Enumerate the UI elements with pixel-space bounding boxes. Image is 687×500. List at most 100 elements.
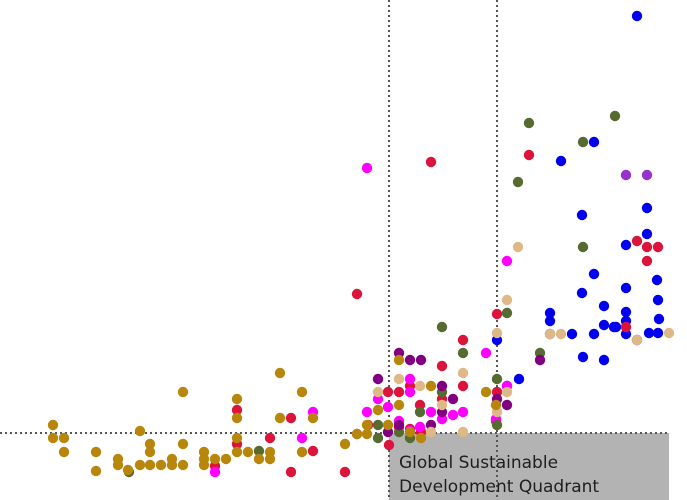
data-point — [253, 445, 265, 457]
data-point — [372, 404, 384, 416]
data-point — [155, 459, 167, 471]
data-point — [425, 406, 437, 418]
data-point — [436, 360, 448, 372]
data-point — [177, 459, 189, 471]
data-point — [641, 202, 653, 214]
data-point — [608, 321, 620, 333]
data-point — [393, 386, 405, 398]
data-point — [491, 308, 503, 320]
data-point — [609, 110, 621, 122]
data-point — [134, 459, 146, 471]
data-point — [641, 169, 653, 181]
data-point — [512, 241, 524, 253]
data-point — [177, 386, 189, 398]
data-point — [372, 373, 384, 385]
data-point — [555, 155, 567, 167]
data-point — [457, 406, 469, 418]
data-point — [307, 412, 319, 424]
data-point — [122, 464, 134, 476]
data-point — [523, 117, 535, 129]
data-point — [198, 459, 210, 471]
data-point — [253, 453, 265, 465]
data-point — [544, 328, 556, 340]
data-point — [383, 439, 395, 451]
data-point — [501, 255, 513, 267]
data-point — [566, 328, 578, 340]
data-point — [653, 313, 665, 325]
data-point — [58, 432, 70, 444]
data-point — [523, 149, 535, 161]
data-point — [351, 288, 363, 300]
data-point — [296, 432, 308, 444]
data-point — [414, 406, 426, 418]
data-point — [296, 446, 308, 458]
data-point — [404, 354, 416, 366]
data-point — [382, 401, 394, 413]
data-point — [588, 328, 600, 340]
data-point — [576, 287, 588, 299]
data-point — [404, 373, 416, 385]
quadrant-box — [389, 433, 669, 500]
data-point — [382, 386, 394, 398]
data-point — [544, 315, 556, 327]
data-point — [457, 380, 469, 392]
data-point — [577, 241, 589, 253]
data-point — [274, 412, 286, 424]
data-point — [414, 380, 426, 392]
data-point — [620, 321, 632, 333]
data-point — [231, 446, 243, 458]
data-point — [220, 453, 232, 465]
data-point — [112, 459, 124, 471]
data-point — [58, 446, 70, 458]
data-point — [577, 351, 589, 363]
data-point — [415, 354, 427, 366]
data-point — [534, 354, 546, 366]
data-point — [641, 241, 653, 253]
data-point — [425, 426, 437, 438]
data-point — [264, 432, 276, 444]
data-point — [447, 393, 459, 405]
data-point — [491, 419, 503, 431]
data-point — [501, 307, 513, 319]
data-point — [372, 432, 384, 444]
data-point — [177, 438, 189, 450]
data-point — [651, 274, 663, 286]
data-point — [339, 466, 351, 478]
data-point — [457, 334, 469, 346]
data-point — [577, 136, 589, 148]
data-point — [631, 235, 643, 247]
data-point — [555, 328, 567, 340]
data-point — [631, 10, 643, 22]
data-point — [242, 446, 254, 458]
data-point — [209, 466, 221, 478]
data-point — [285, 466, 297, 478]
data-point — [372, 419, 384, 431]
data-point — [166, 459, 178, 471]
data-point — [361, 406, 373, 418]
data-point — [414, 421, 426, 433]
data-point — [209, 453, 221, 465]
data-point — [339, 438, 351, 450]
data-point — [491, 327, 503, 339]
data-point — [264, 446, 276, 458]
quadrant-label-line2: Development Quadrant — [399, 477, 599, 497]
data-point — [447, 409, 459, 421]
quadrant-layer — [389, 433, 669, 500]
data-point — [90, 446, 102, 458]
data-point — [490, 399, 502, 411]
data-point — [663, 327, 675, 339]
data-point — [144, 446, 156, 458]
data-point — [513, 373, 525, 385]
data-point — [361, 419, 373, 431]
data-point — [372, 386, 384, 398]
data-point — [285, 412, 297, 424]
data-point — [598, 319, 610, 331]
data-point — [307, 445, 319, 457]
quadrant-label: Global Sustainable Development Quadrant — [399, 453, 599, 497]
data-point — [501, 294, 513, 306]
data-point — [641, 255, 653, 267]
data-point — [491, 373, 503, 385]
data-point — [231, 412, 243, 424]
data-point — [231, 393, 243, 405]
